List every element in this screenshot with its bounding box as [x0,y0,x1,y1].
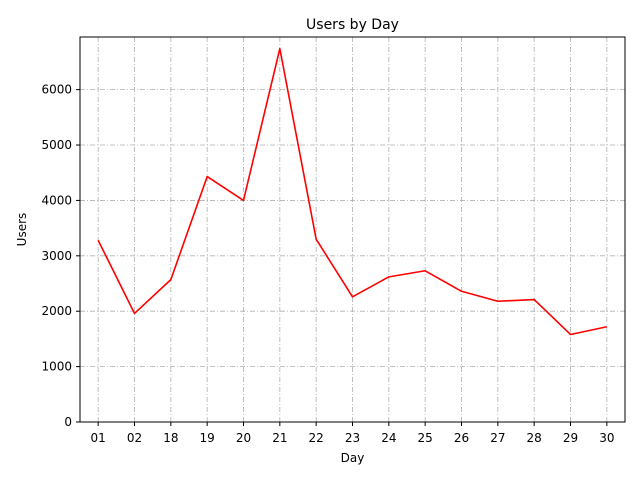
y-tick-label: 2000 [41,304,72,318]
y-tick-label: 1000 [41,360,72,374]
y-axis-ticks: 0 1000 2000 3000 4000 5000 6000 [41,83,80,429]
x-tick-label: 30 [599,431,614,445]
x-tick-label: 26 [454,431,469,445]
y-axis-label: Users [15,213,29,247]
x-tick-label: 28 [527,431,542,445]
x-tick-label: 21 [272,431,287,445]
x-tick-label: 29 [563,431,578,445]
x-tick-label: 02 [127,431,142,445]
x-tick-label: 25 [418,431,433,445]
y-tick-label: 5000 [41,138,72,152]
y-tick-label: 4000 [41,193,72,207]
x-tick-label: 19 [200,431,215,445]
x-tick-label: 23 [345,431,360,445]
y-tick-label: 3000 [41,249,72,263]
chart-title: Users by Day [306,17,399,33]
y-tick-label: 6000 [41,83,72,97]
x-tick-label: 22 [309,431,324,445]
x-axis-label: Day [341,451,365,465]
series-layer [97,47,607,336]
grid-layer [80,37,625,423]
x-tick-label: 01 [91,431,106,445]
x-axis-ticks: 01 02 18 19 20 21 22 23 24 25 26 27 28 29 30 [91,422,614,445]
y-tick-label: 0 [64,415,72,429]
x-tick-label: 24 [381,431,396,445]
x-tick-label: 27 [490,431,505,445]
x-tick-label: 20 [236,431,251,445]
x-tick-label: 18 [163,431,178,445]
